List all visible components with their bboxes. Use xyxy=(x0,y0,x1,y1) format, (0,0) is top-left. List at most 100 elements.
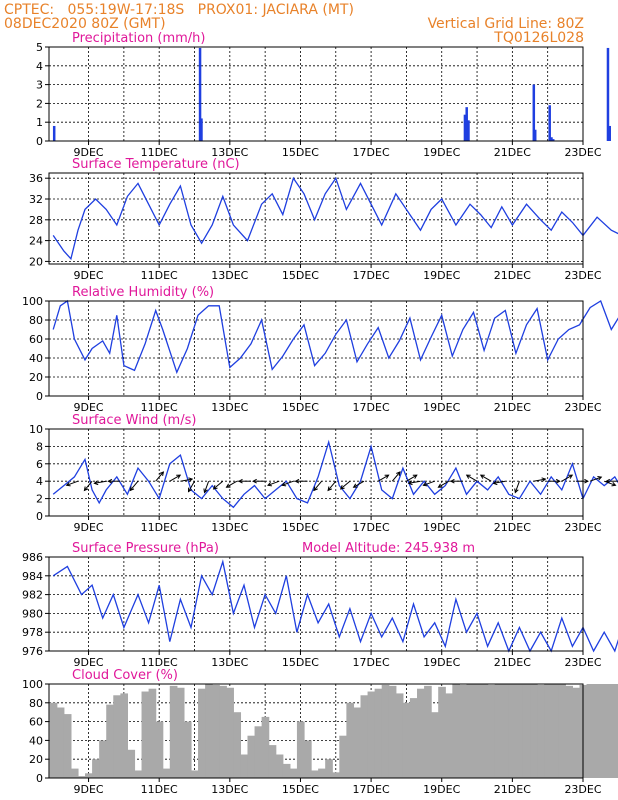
cloud-cover-x-tick-label: 11DEC xyxy=(141,783,178,796)
cloud-cover-area-column xyxy=(565,685,574,778)
cloud-cover-area-column xyxy=(452,684,460,778)
wind-arrow-shaft xyxy=(327,480,337,491)
wind-arrow-head xyxy=(188,477,194,482)
wind-x-tick-label: 13DEC xyxy=(211,521,248,534)
cloud-cover-area-column xyxy=(226,687,234,778)
precipitation-frame xyxy=(48,46,584,142)
temperature-x-tick-label: 23DEC xyxy=(564,269,601,282)
cloud-cover-area-column xyxy=(198,688,206,778)
precipitation-y-tick-label: 3 xyxy=(36,79,43,92)
precipitation-bar xyxy=(608,125,611,141)
pressure-y-tick-label: 986 xyxy=(22,551,43,564)
model-label: TQ0126L028 xyxy=(494,30,584,46)
pressure-y-tick-label: 980 xyxy=(22,607,43,620)
wind-x-tick-label: 17DEC xyxy=(353,521,390,534)
precipitation-bar xyxy=(463,114,467,141)
precipitation-y-tick-label: 4 xyxy=(36,60,43,73)
cloud-cover-area-column xyxy=(473,684,482,778)
cloud-cover-y-tick-label: 60 xyxy=(29,716,43,729)
cloud-cover-area-column xyxy=(162,768,171,778)
wind-x-tick-label: 9DEC xyxy=(74,521,104,534)
temperature-y-tick-label: 28 xyxy=(29,214,43,227)
pressure-frame xyxy=(48,556,584,652)
temperature-x-tick-label: 21DEC xyxy=(494,269,531,282)
cloud-cover-area-column xyxy=(240,754,249,778)
wind-arrow-head xyxy=(93,480,99,486)
temperature-y-tick-label: 20 xyxy=(29,255,43,268)
cloud-cover-y-tick-label: 100 xyxy=(22,678,43,691)
cloud-cover-area-column xyxy=(70,768,79,778)
wind-arrow-shaft xyxy=(493,480,506,484)
wind-y-tick-label: 0 xyxy=(36,510,43,523)
cloud-cover-area-column xyxy=(515,684,524,778)
cloud-cover-area-column xyxy=(127,749,136,778)
wind-arrow-shaft xyxy=(589,476,602,482)
wind-arrow-head xyxy=(294,478,300,484)
wind-arrow-head xyxy=(568,474,574,479)
temperature-frame xyxy=(48,172,584,265)
cloud-cover-area-column xyxy=(148,688,157,778)
wind-arrow-head xyxy=(203,488,208,494)
wind-arrow-shaft xyxy=(313,480,323,491)
cloud-cover-x-tick-label: 9DEC xyxy=(74,783,104,796)
cloud-cover-y-tick-label: 20 xyxy=(29,753,43,766)
wind-arrow-head xyxy=(422,481,428,487)
pressure-x-tick-label: 9DEC xyxy=(74,656,104,669)
cloud-cover-area-column xyxy=(431,712,439,778)
wind-arrow-shaft xyxy=(423,480,435,486)
cloud-cover-area-column xyxy=(303,740,312,778)
precipitation-x-tick-label: 23DEC xyxy=(564,146,601,159)
wind-arrow-shaft xyxy=(514,481,520,493)
cloud-cover-area-column xyxy=(325,759,333,778)
temperature-x-tick-label: 9DEC xyxy=(74,269,104,282)
cloud-cover-area-column xyxy=(183,721,192,778)
cloud-cover-x-tick-label: 19DEC xyxy=(423,783,460,796)
cloud-cover-area-column xyxy=(424,685,432,778)
temperature-x-tick-label: 17DEC xyxy=(353,269,390,282)
cloud-cover-x-tick-label: 21DEC xyxy=(494,783,531,796)
wind-arrow-shaft xyxy=(281,480,294,486)
precipitation-x-tick-label: 19DEC xyxy=(423,146,460,159)
cloud-cover-area-column xyxy=(212,684,220,778)
precipitation-bar xyxy=(200,118,203,141)
precipitation-bar xyxy=(467,120,470,141)
cloud-cover-area-column xyxy=(522,684,531,778)
wind-arrow-shaft xyxy=(66,480,79,486)
cloud-cover-area-column xyxy=(551,684,559,778)
precipitation-y-tick-label: 0 xyxy=(36,135,43,148)
cloud-cover-area-column xyxy=(339,735,347,778)
humidity-x-tick-label: 9DEC xyxy=(74,401,104,414)
wind-arrow-head xyxy=(352,483,358,488)
precipitation-title: Precipitation (mm/h) xyxy=(72,31,205,46)
wind-y-tick-label: 6 xyxy=(36,458,43,471)
cloud-cover-area-column xyxy=(233,712,242,778)
wind-arrow-head xyxy=(412,474,418,479)
cloud-cover-area-column xyxy=(85,773,93,778)
wind-arrow-head xyxy=(611,481,617,487)
cloud-cover-y-tick-label: 0 xyxy=(36,772,43,785)
wind-arrow-head xyxy=(327,486,332,492)
wind-arrow-head xyxy=(313,486,318,492)
wind-arrow-shaft xyxy=(188,480,195,492)
cloud-cover-title: Cloud Cover (%) xyxy=(72,668,178,683)
cloud-cover-area-column xyxy=(374,688,383,778)
precipitation-bar xyxy=(550,137,553,141)
humidity-x-tick-label: 23DEC xyxy=(564,401,601,414)
wind-arrow-head xyxy=(492,480,498,486)
wind-arrow-shaft xyxy=(340,480,351,490)
wind-arrow-shaft xyxy=(226,480,238,488)
pressure-x-tick-label: 13DEC xyxy=(211,656,248,669)
wind-arrow-shaft xyxy=(213,480,224,490)
cloud-cover-area-column xyxy=(494,684,503,778)
wind-arrow-head xyxy=(541,477,547,482)
wind-arrow-head xyxy=(407,480,413,486)
cloud-cover-area-column xyxy=(367,691,376,778)
wind-arrow-head xyxy=(339,485,345,490)
cloud-cover-area-column xyxy=(544,684,552,778)
wind-arrow-shaft xyxy=(438,480,450,488)
station-header: CPTEC: 055:19W-17:18S PROX01: JACIARA (M… xyxy=(4,2,354,18)
pressure-x-tick-label: 17DEC xyxy=(353,656,390,669)
wind-y-tick-label: 4 xyxy=(36,475,43,488)
wind-arrow-head xyxy=(437,483,443,488)
cloud-cover-area-column xyxy=(318,768,326,778)
